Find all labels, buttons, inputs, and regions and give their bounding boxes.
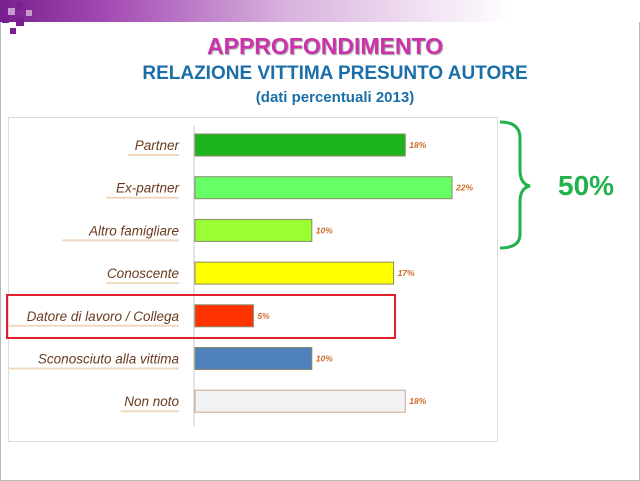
curly-brace-icon [499,120,531,250]
decoration-square [10,28,16,34]
bar [194,347,313,370]
chart-area: Partner 18% Ex-partner 22% Altro famigliare 1… [8,117,498,442]
category-label: Altro famigliare [88,223,179,238]
decoration-square [16,2,23,9]
data-label: 18% [409,140,426,150]
decoration-square [26,10,32,16]
data-label: 17% [398,268,415,278]
bar [194,133,406,157]
brace-total-label: 50% [558,170,615,201]
bar [194,218,313,242]
bar [194,304,254,328]
decoration-square [0,0,8,8]
data-label: 10% [316,225,333,235]
header-band [0,0,640,22]
data-label: 22% [455,183,473,193]
data-label: 5% [257,311,270,321]
page-title: APPROFONDIMENTO [207,33,443,59]
bar-chart: Partner 18% Ex-partner 22% Altro famigliare 1… [9,126,473,426]
category-label: Conoscente [107,266,179,281]
data-label: 10% [316,354,333,364]
highlight-box [6,294,396,339]
bar [194,176,453,200]
category-label: Sconosciuto alla vittima [38,352,180,367]
bar [194,389,406,413]
category-label: Non noto [124,394,179,409]
bar [194,261,395,285]
chart-subtitle: RELAZIONE VITTIMA PRESUNTO AUTORE [142,63,528,84]
category-label: Ex-partner [116,181,180,196]
decoration-square [16,18,24,26]
category-label: Datore di lavoro / Collega [27,309,180,324]
decoration-square [2,16,9,23]
chart-note: (dati percentuali 2013) [255,89,415,106]
category-label: Partner [135,138,180,153]
decoration-square [8,8,15,15]
data-label: 18% [409,396,426,406]
